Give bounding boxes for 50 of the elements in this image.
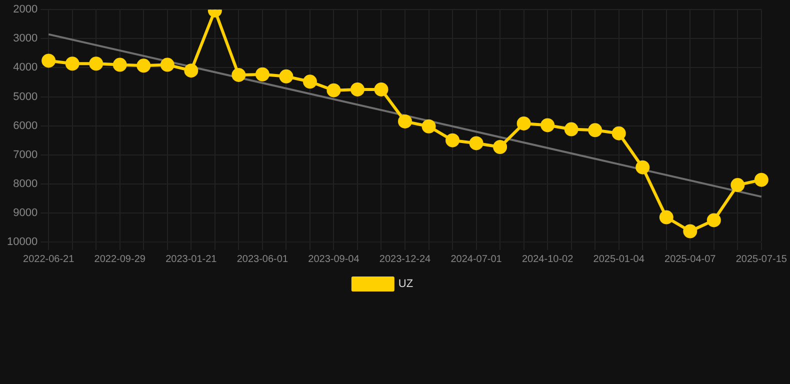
point xyxy=(730,178,745,192)
point xyxy=(160,58,174,72)
point xyxy=(706,213,721,228)
x-tick-label: 2024-07-01 xyxy=(450,254,502,265)
point xyxy=(326,83,341,98)
x-tick-label: 2023-12-24 xyxy=(379,254,432,265)
point xyxy=(136,58,151,73)
point xyxy=(65,56,80,71)
point xyxy=(493,140,508,154)
point xyxy=(89,56,104,71)
point xyxy=(683,224,698,238)
y-tick-label: 6000 xyxy=(13,120,38,132)
y-tick-label: 9000 xyxy=(13,206,38,219)
x-tick-label: 2023-01-21 xyxy=(166,254,218,265)
x-tick-label: 2025-07-15 xyxy=(736,254,788,265)
point xyxy=(422,119,436,134)
x-tick-label: 2022-06-21 xyxy=(23,254,75,265)
x-tick-label: 2025-01-04 xyxy=(593,254,645,265)
point xyxy=(754,172,768,187)
point xyxy=(588,123,602,138)
point xyxy=(350,82,364,96)
y-tick-label: 8000 xyxy=(13,178,38,190)
y-tick-label: 10000 xyxy=(6,236,38,248)
point xyxy=(446,133,460,148)
x-tick-label: 2022-09-29 xyxy=(94,254,146,265)
point xyxy=(540,118,555,132)
point xyxy=(564,122,578,136)
x-tick-label: 2023-09-04 xyxy=(308,254,360,265)
y-tick-label: 4000 xyxy=(13,62,38,74)
y-tick-label: 2000 xyxy=(13,4,38,16)
x-tick-label: 2024-10-02 xyxy=(522,254,574,265)
point xyxy=(232,68,246,82)
x-tick-label: 2023-06-01 xyxy=(236,254,288,265)
y-tick-label: 5000 xyxy=(13,90,38,103)
point xyxy=(184,64,198,78)
point xyxy=(636,160,650,174)
point xyxy=(612,126,626,140)
point xyxy=(279,69,294,84)
point xyxy=(659,210,674,224)
point xyxy=(469,136,484,150)
y-tick-label: 3000 xyxy=(13,32,38,45)
legend-label: UZ xyxy=(398,278,414,290)
point xyxy=(516,116,531,130)
y-tick-label: 7000 xyxy=(13,148,38,161)
point xyxy=(112,58,127,72)
point xyxy=(398,114,412,128)
x-tick-label: 2025-04-07 xyxy=(664,254,716,265)
point xyxy=(302,74,317,89)
point xyxy=(374,82,388,96)
point xyxy=(255,67,270,82)
